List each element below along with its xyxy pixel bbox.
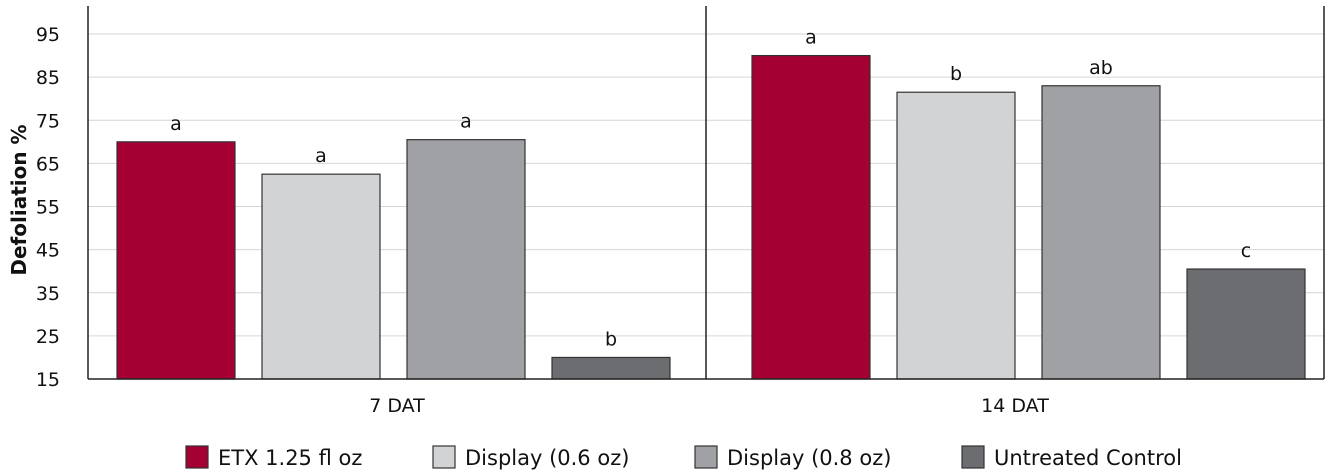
bars bbox=[116, 54, 1306, 380]
significance-label: b bbox=[950, 63, 962, 85]
significance-label: c bbox=[1241, 240, 1251, 262]
significance-label: a bbox=[170, 113, 182, 135]
bar bbox=[1186, 268, 1306, 380]
bar bbox=[551, 356, 671, 380]
bar bbox=[896, 91, 1016, 380]
category-label: 7 DAT bbox=[369, 395, 425, 417]
significance-label: a bbox=[315, 145, 327, 167]
bar bbox=[116, 141, 236, 380]
legend-label: Display (0.6 oz) bbox=[465, 446, 629, 470]
legend-swatch bbox=[185, 445, 209, 469]
category-label: 14 DAT bbox=[981, 395, 1049, 417]
bar bbox=[1041, 85, 1161, 380]
y-tick-label: 55 bbox=[36, 197, 60, 219]
y-tick-label: 35 bbox=[36, 283, 60, 305]
bar bbox=[261, 173, 381, 380]
significance-label: b bbox=[605, 328, 617, 350]
legend-item: Untreated Control bbox=[961, 445, 1182, 470]
legend-swatch bbox=[694, 445, 718, 469]
y-tick-label: 65 bbox=[36, 153, 60, 175]
legend: ETX 1.25 fl oz Display (0.6 oz) Display (0… bbox=[185, 445, 1182, 470]
axes bbox=[87, 6, 1325, 380]
y-tick-label: 45 bbox=[36, 240, 60, 262]
y-tick-label: 25 bbox=[36, 326, 60, 348]
legend-swatch bbox=[432, 445, 456, 469]
legend-item: ETX 1.25 fl oz bbox=[185, 445, 362, 470]
y-tick-label: 85 bbox=[36, 67, 60, 89]
y-tick-label: 95 bbox=[36, 24, 60, 46]
bar bbox=[406, 139, 526, 380]
significance-label: a bbox=[805, 27, 817, 49]
legend-item: Display (0.8 oz) bbox=[694, 445, 891, 470]
legend-label: Untreated Control bbox=[994, 446, 1182, 470]
legend-swatch bbox=[961, 445, 985, 469]
legend-item: Display (0.6 oz) bbox=[432, 445, 629, 470]
significance-label: ab bbox=[1089, 57, 1113, 79]
y-tick-label: 15 bbox=[36, 369, 60, 391]
significance-label: a bbox=[460, 111, 472, 133]
y-tick-labels: 15 25 35 45 55 65 75 85 95 bbox=[36, 24, 60, 391]
y-axis-label: Defoliation % bbox=[7, 124, 31, 275]
legend-label: ETX 1.25 fl oz bbox=[218, 446, 362, 470]
bar bbox=[751, 54, 871, 380]
y-tick-label: 75 bbox=[36, 110, 60, 132]
legend-label: Display (0.8 oz) bbox=[727, 446, 891, 470]
category-labels: 7 DAT 14 DAT bbox=[369, 395, 1049, 417]
